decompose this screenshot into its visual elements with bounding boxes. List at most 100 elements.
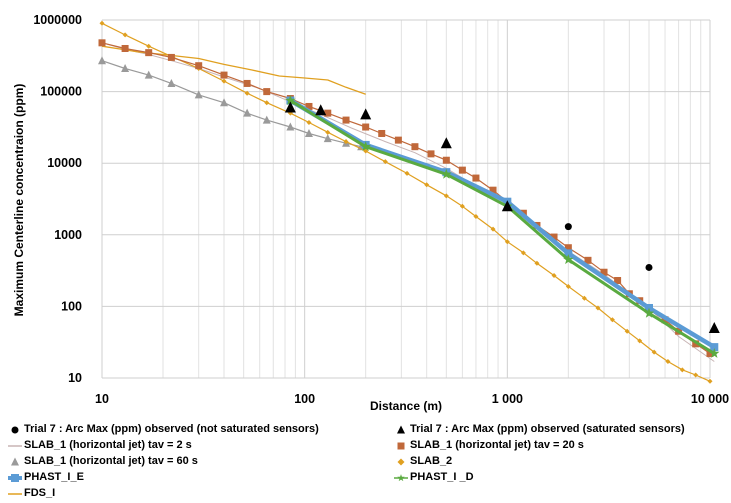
data-point bbox=[195, 62, 203, 70]
legend-swatch bbox=[11, 457, 19, 465]
data-point bbox=[363, 148, 369, 154]
data-point bbox=[595, 305, 601, 311]
legend-item: Trial 7 : Arc Max (ppm) observed (satura… bbox=[394, 422, 685, 437]
data-point bbox=[637, 338, 643, 344]
legend-swatch bbox=[8, 473, 22, 482]
data-point bbox=[343, 139, 349, 145]
legend-item: SLAB_1 (horizontal jet) tav = 2 s bbox=[8, 438, 192, 453]
series-1 bbox=[284, 101, 720, 333]
series-4 bbox=[98, 56, 366, 151]
data-point bbox=[564, 249, 573, 258]
data-point bbox=[220, 71, 228, 79]
series-line bbox=[101, 60, 362, 148]
data-point bbox=[443, 193, 449, 199]
data-point bbox=[643, 307, 655, 318]
data-point bbox=[679, 367, 685, 373]
data-point bbox=[146, 43, 152, 49]
data-point bbox=[472, 174, 480, 182]
series-line bbox=[101, 42, 715, 362]
legend-label: Trial 7 : Arc Max (ppm) observed (satura… bbox=[410, 423, 685, 435]
series-0 bbox=[564, 223, 653, 271]
x-tick-label: 100 bbox=[294, 392, 315, 406]
legend-label: PHAST_I_E bbox=[24, 471, 84, 483]
data-point bbox=[99, 20, 105, 26]
data-point bbox=[504, 239, 510, 245]
legend-label: SLAB_1 (horizontal jet) tav = 20 s bbox=[410, 439, 584, 451]
data-point bbox=[397, 473, 405, 481]
data-point bbox=[584, 256, 592, 264]
x-axis-ticks: 10 100 1 000 10 000 bbox=[95, 392, 729, 406]
data-point bbox=[397, 425, 405, 433]
data-point bbox=[360, 108, 372, 120]
data-point bbox=[427, 150, 435, 158]
data-point bbox=[167, 78, 176, 87]
chart-grid bbox=[101, 19, 711, 379]
data-point bbox=[564, 223, 572, 231]
data-point bbox=[600, 268, 608, 276]
x-tick-label: 10 bbox=[95, 392, 109, 406]
y-axis-ticks: 10 100 1000 10000 100000 1000000 bbox=[33, 13, 82, 385]
data-point bbox=[489, 186, 497, 194]
data-point bbox=[645, 263, 653, 271]
legend-swatch bbox=[11, 426, 19, 433]
data-point bbox=[624, 328, 630, 334]
data-point bbox=[121, 64, 130, 73]
data-point bbox=[315, 104, 327, 116]
legend-label: SLAB_1 (horizontal jet) tav = 60 s bbox=[24, 455, 198, 467]
data-point bbox=[324, 109, 332, 117]
data-point bbox=[550, 233, 558, 241]
data-point bbox=[581, 295, 587, 301]
y-tick-label: 1000 bbox=[54, 228, 82, 242]
y-tick-label: 1000000 bbox=[33, 13, 82, 27]
series-5 bbox=[99, 20, 713, 384]
legend-item: PHAST_I _D bbox=[394, 470, 474, 485]
y-tick-label: 100000 bbox=[40, 85, 82, 99]
data-point bbox=[441, 168, 452, 179]
data-point bbox=[243, 108, 252, 117]
legend-label: FDS_I bbox=[24, 487, 56, 499]
data-point bbox=[286, 122, 295, 131]
data-point bbox=[121, 44, 129, 52]
data-point bbox=[693, 372, 699, 378]
legend-swatch bbox=[397, 458, 405, 465]
data-point bbox=[323, 134, 332, 143]
series-line bbox=[101, 22, 711, 382]
data-point bbox=[692, 340, 700, 348]
data-point bbox=[563, 254, 574, 265]
data-point bbox=[221, 78, 227, 84]
data-point bbox=[360, 141, 371, 152]
data-point bbox=[459, 203, 465, 209]
data-point bbox=[243, 79, 251, 87]
y-axis-title: Maximum Centerline concentraion (ppm) bbox=[12, 84, 26, 317]
legend-swatch bbox=[8, 492, 22, 495]
data-point bbox=[394, 136, 402, 144]
data-point bbox=[458, 166, 466, 174]
data-point bbox=[397, 458, 405, 465]
data-point bbox=[442, 156, 450, 164]
data-point bbox=[707, 378, 713, 384]
data-point bbox=[145, 49, 153, 57]
data-point bbox=[285, 95, 296, 105]
legend-swatch bbox=[8, 444, 22, 447]
legend-item: PHAST_I_E bbox=[8, 470, 84, 485]
data-point bbox=[382, 159, 388, 165]
legend-item: SLAB_2 bbox=[394, 454, 452, 469]
data-point bbox=[305, 102, 313, 110]
data-point bbox=[706, 349, 714, 357]
data-point bbox=[304, 128, 313, 137]
data-point bbox=[411, 143, 419, 151]
y-tick-label: 10 bbox=[68, 371, 82, 385]
legend-item: Trial 7 : Arc Max (ppm) observed (not sa… bbox=[8, 422, 319, 437]
data-point bbox=[609, 317, 615, 323]
legend-item: SLAB_1 (horizontal jet) tav = 20 s bbox=[394, 438, 584, 453]
data-point bbox=[220, 98, 229, 107]
data-point bbox=[534, 260, 540, 266]
data-point bbox=[362, 123, 370, 131]
data-point bbox=[98, 39, 106, 47]
data-point bbox=[520, 250, 526, 256]
data-point bbox=[614, 277, 622, 285]
x-axis-title: Distance (m) bbox=[370, 399, 442, 413]
legend-swatch bbox=[394, 473, 408, 481]
data-point bbox=[11, 473, 19, 482]
data-point bbox=[11, 457, 19, 465]
